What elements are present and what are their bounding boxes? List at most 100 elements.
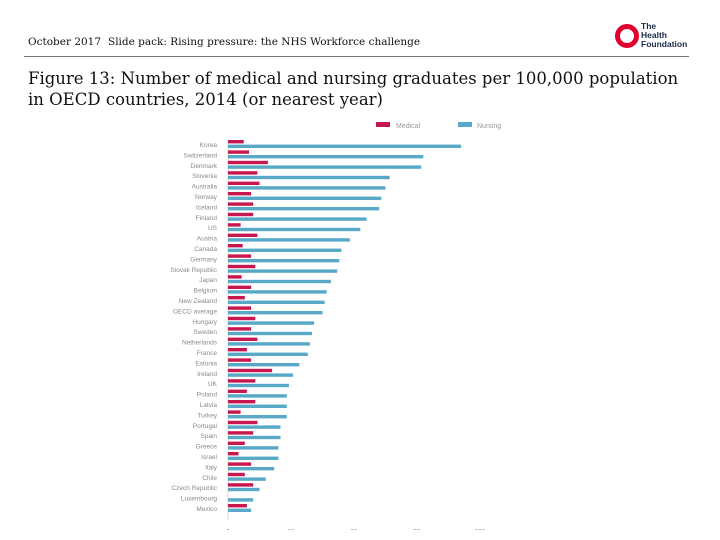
bar-medical [228, 368, 273, 373]
bar-nursing [228, 165, 422, 169]
category-label: Austria [197, 236, 218, 243]
legend-nursing-swatch [458, 122, 472, 127]
bar-medical [228, 420, 258, 425]
category-label: Israel [201, 454, 217, 461]
category-label: Poland [197, 392, 218, 399]
bar-medical [228, 212, 254, 217]
logo-ring-icon [615, 24, 639, 48]
category-label: OECD average [173, 308, 217, 315]
bar-medical [228, 379, 256, 383]
category-label: Slovak Republic [170, 267, 217, 274]
category-label: Greece [196, 444, 218, 451]
bar-medical [228, 296, 245, 300]
bar-medical [228, 452, 239, 456]
bar-medical [228, 504, 247, 508]
bar-nursing [228, 186, 386, 190]
category-label: Slovenia [192, 173, 217, 180]
bar-nursing [228, 259, 340, 263]
bar-medical [228, 472, 245, 477]
bar-nursing [228, 155, 424, 159]
bar-medical [228, 150, 249, 154]
bar-medical [228, 140, 244, 144]
category-label: New Zealand [179, 298, 218, 305]
bar-nursing [228, 425, 281, 429]
bar-nursing [228, 498, 254, 502]
category-label: France [197, 350, 218, 357]
category-label: Sweden [194, 329, 218, 336]
bar-nursing [228, 415, 287, 419]
category-label: Spain [200, 433, 217, 440]
category-label: Korea [200, 142, 218, 149]
x-tick-label: 30 [287, 528, 295, 530]
bar-nursing [228, 487, 260, 492]
bar-medical [228, 316, 256, 321]
bar-nursing [228, 290, 327, 294]
category-label: Luxembourg [181, 496, 218, 503]
bar-medical [228, 192, 252, 196]
header-date: October 2017 [28, 36, 102, 48]
bar-nursing [228, 196, 382, 200]
bar-nursing [228, 207, 380, 211]
slide-header: October 2017 Slide pack: Rising pressure… [0, 0, 720, 60]
category-label: Italy [205, 464, 218, 471]
bar-nursing [228, 144, 462, 148]
bar-chart: Medical Nursing Korea Switzerland Denmark Slo… [170, 122, 501, 530]
logo-line: Foundation [641, 39, 688, 49]
bar-medical [228, 254, 252, 258]
bar-medical [228, 264, 256, 269]
bar-medical [228, 285, 252, 289]
header-slide-pack: Slide pack: Rising pressure: the NHS Wor… [108, 36, 421, 48]
health-foundation-logo: The Health Foundation [615, 22, 695, 52]
category-label: UK [208, 381, 218, 388]
bar-nursing [228, 352, 308, 356]
bar-nursing [228, 175, 390, 180]
category-label: Portugal [193, 423, 218, 430]
category-label: Denmark [191, 163, 218, 170]
bar-nursing [228, 383, 289, 388]
logo-line: Health [641, 30, 667, 40]
bar-nursing [228, 238, 350, 242]
bar-nursing [228, 363, 300, 367]
bar-nursing [228, 331, 312, 336]
bar-medical [228, 275, 242, 279]
bar-nursing [228, 311, 323, 315]
category-label: Japan [199, 277, 217, 284]
category-label: Belgium [194, 288, 217, 295]
category-label: Canada [194, 246, 217, 253]
bar-nursing [228, 217, 367, 221]
legend-nursing-label: Nursing [477, 123, 501, 130]
x-tick-label: 0 [226, 528, 230, 530]
bar-nursing [228, 300, 325, 304]
bar-nursing [228, 279, 331, 284]
bar-nursing [228, 373, 294, 377]
bar-nursing [228, 269, 338, 273]
bar-nursing [228, 508, 252, 512]
category-label: Finland [196, 215, 218, 222]
category-label: Czech Republic [171, 485, 217, 492]
bar-nursing [228, 456, 279, 460]
bar-medical [228, 171, 258, 175]
bar-medical [228, 327, 252, 331]
bar-medical [228, 181, 260, 185]
bar-medical [228, 400, 256, 404]
bar-nursing [228, 394, 287, 398]
category-label: Estonia [195, 360, 217, 367]
legend-medical-swatch [376, 122, 390, 127]
logo-text: The Health Foundation [641, 22, 687, 49]
category-label: Latvia [200, 402, 218, 409]
legend-medical-label: Medical [396, 123, 421, 130]
x-tick-label: 120 [475, 528, 486, 530]
bar-medical [228, 358, 252, 362]
page-title: Figure 13: Number of medical and nursing… [28, 69, 679, 109]
category-label: Ireland [197, 371, 217, 378]
category-label: Norway [195, 194, 218, 201]
bar-nursing [228, 477, 266, 481]
header-divider [24, 56, 689, 57]
bar-nursing [228, 342, 310, 346]
bar-nursing [228, 248, 342, 252]
bar-medical [228, 337, 258, 341]
category-label: Iceland [196, 204, 217, 211]
bar-nursing [228, 435, 281, 440]
category-label: Germany [190, 256, 217, 263]
bar-medical [228, 462, 252, 466]
